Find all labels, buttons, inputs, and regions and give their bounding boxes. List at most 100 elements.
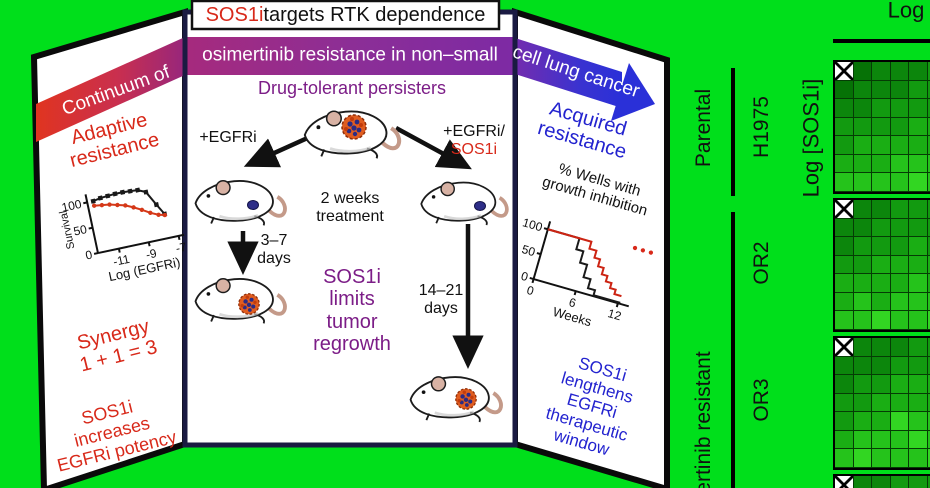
- heatmap-cell: [909, 356, 928, 375]
- arrow-right-icon: [394, 126, 472, 170]
- heatmap-cell: [872, 237, 891, 256]
- heatmap-grid-or3: [833, 336, 930, 470]
- heatmap-cell: [927, 449, 930, 468]
- tumor-small-icon: [247, 200, 259, 210]
- egfri-sos1i-treatment-label: +EGFRi/ SOS1i: [443, 123, 505, 159]
- heatmap-cell: [853, 80, 872, 99]
- heatmap-cell: [835, 218, 854, 237]
- heatmap-cell: [853, 237, 872, 256]
- ribbon-middle-segment: [185, 37, 515, 75]
- heatmap-cell: [890, 117, 909, 136]
- heatmap-cell: [909, 136, 928, 155]
- heatmap-cell: [890, 356, 909, 375]
- tumor-regrown-icon: [455, 388, 477, 410]
- days-3-7-label: 3–7 days: [257, 232, 291, 268]
- resistant-bracket: [731, 212, 735, 488]
- heatmap-cell: [853, 62, 872, 81]
- svg-text:6: 6: [567, 295, 578, 310]
- heatmap-cell: [835, 449, 854, 468]
- heatmap-cell: [890, 430, 909, 449]
- heatmap-cell: [890, 292, 909, 311]
- egfri-treatment-label: +EGFRi: [199, 129, 257, 147]
- heatmap-cell: [835, 311, 854, 330]
- svg-text:-9: -9: [145, 246, 159, 262]
- heatmap-cell: [909, 430, 928, 449]
- parental-group-label: Parental: [692, 88, 716, 168]
- heatmap-cell: [853, 292, 872, 311]
- heatmap-cell: [927, 393, 930, 412]
- drug-tolerant-persisters-label: Drug-tolerant persisters: [257, 77, 447, 98]
- heatmap-cell: [909, 154, 928, 173]
- heatmap-cell: [835, 117, 854, 136]
- heatmap-cell: [835, 136, 854, 155]
- heatmap-cell: [890, 80, 909, 99]
- heatmap-cell: [853, 136, 872, 155]
- heatmap-cell: [872, 449, 891, 468]
- text-line: SOS1i: [450, 141, 498, 158]
- heatmap-cell: [835, 393, 854, 412]
- heatmap-cell: [909, 62, 928, 81]
- heatmap-cell: [890, 255, 909, 274]
- heatmap-cell: [853, 154, 872, 173]
- h1975-column-label: H1975: [750, 96, 774, 158]
- svg-text:100: 100: [521, 215, 544, 234]
- heatmap-cell: [927, 80, 930, 99]
- heatmap-cell: [890, 311, 909, 330]
- heatmap-cell: [909, 237, 928, 256]
- svg-text:50: 50: [72, 222, 88, 239]
- heatmap-cell: [927, 136, 930, 155]
- heatmap-cell: [853, 356, 872, 375]
- heatmap-cell: [890, 218, 909, 237]
- heatmap-cell: [927, 173, 930, 192]
- heatmap-cell: [835, 255, 854, 274]
- heatmap-cell: [835, 292, 854, 311]
- heatmap-cell: [853, 449, 872, 468]
- heatmap-cell: [927, 200, 930, 219]
- tumor-large-icon: [341, 114, 367, 140]
- heatmap-cell: [909, 80, 928, 99]
- days-14-21-label: 14–21 days: [419, 282, 464, 318]
- svg-text:0: 0: [525, 283, 536, 298]
- excluded-cell-x-icon: [835, 476, 854, 488]
- heatmap-cell: [835, 99, 854, 118]
- sos1i-limits-regrowth-label: SOS1i limits tumor regrowth: [313, 266, 391, 356]
- ribbon-arrowhead-icon: [611, 63, 655, 121]
- heatmap-cell: [835, 356, 854, 375]
- heatmap-cell: [890, 237, 909, 256]
- heatmap-cell: [872, 173, 891, 192]
- heatmap-cell: [927, 476, 930, 488]
- heatmap-cell: [909, 99, 928, 118]
- heatmap-cell: [835, 375, 854, 394]
- heatmap-cell: [927, 311, 930, 330]
- heatmap-cell: [872, 292, 891, 311]
- heatmap-cell: [872, 356, 891, 375]
- text-line: tumor: [326, 311, 378, 333]
- heatmap-cell: [890, 375, 909, 394]
- heatmap-cell: [853, 311, 872, 330]
- svg-text:100: 100: [60, 197, 83, 215]
- heatmap-cell: [853, 412, 872, 431]
- heatmap-cell: [927, 412, 930, 431]
- heatmap-cell: [927, 62, 930, 81]
- heatmap-cell: [927, 274, 930, 293]
- heatmap-cell: [853, 255, 872, 274]
- heatmap-cell: [909, 218, 928, 237]
- text-line: limits: [329, 288, 375, 311]
- heatmap-grid-h1975: [833, 60, 930, 194]
- heatmap-cell: [853, 430, 872, 449]
- text-line: treatment: [316, 208, 384, 225]
- heatmap-cell: [890, 173, 909, 192]
- heatmap-cell: [853, 375, 872, 394]
- heatmap-cell: [909, 255, 928, 274]
- heatmap-cell: [927, 99, 930, 118]
- heatmap-cell: [872, 430, 891, 449]
- heatmap-cell: [909, 311, 928, 330]
- text-line: +EGFRi/: [443, 123, 505, 141]
- heatmap-cell: [872, 99, 891, 118]
- heatmap-cell: [890, 393, 909, 412]
- text-line: days: [424, 300, 458, 317]
- heatmap-cell: [853, 218, 872, 237]
- or3-column-label: OR3: [750, 378, 774, 422]
- parental-bracket: [731, 68, 735, 196]
